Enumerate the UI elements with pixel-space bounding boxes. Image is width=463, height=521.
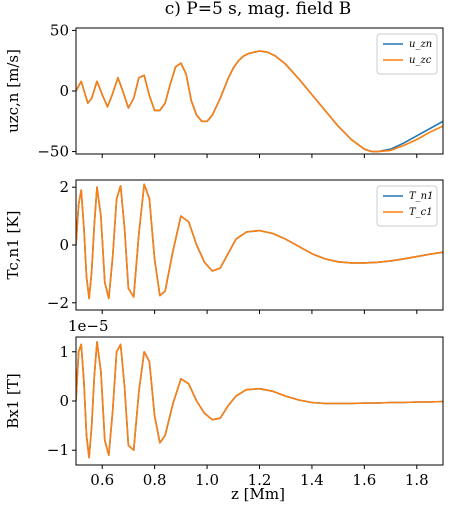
- magnetic-series-2-line: [76, 341, 443, 459]
- x-tick-label: 0.8: [143, 471, 167, 489]
- magnetic-y-tick-label: −1: [47, 441, 69, 459]
- velocity-legend-label: u_zc: [409, 55, 432, 66]
- temperature-legend-label: T_c1: [409, 207, 433, 218]
- temperature-y-tick-label: 0: [59, 236, 69, 254]
- velocity-y-tick-label: 50: [50, 21, 69, 39]
- velocity-y-tick-label: 0: [59, 82, 69, 100]
- velocity-series-2-line: [76, 50, 443, 153]
- temperature-panel: −2 0 2 Tc,n1 [K] T_n1 T_c1: [4, 178, 444, 314]
- velocity-legend-label: u_zn: [409, 39, 432, 50]
- velocity-panel: −50 0 50 uzc,n [m/s] u_zn u_zc: [4, 21, 444, 161]
- magnetic-y-axis-label: Bx1 [T]: [4, 373, 22, 429]
- temperature-series-2-line: [76, 183, 443, 300]
- temperature-y-tick-label: −2: [47, 294, 69, 312]
- temperature-y-tick-label: 2: [59, 178, 69, 196]
- x-tick-label: 1.8: [405, 471, 429, 489]
- temperature-legend: T_n1 T_c1: [376, 185, 438, 227]
- magnetic-y-tick-label: 1: [59, 343, 69, 361]
- x-tick-label: 1.2: [248, 471, 272, 489]
- magnetic-axes-frame: [75, 336, 444, 466]
- panels-group: −50 0 50 uzc,n [m/s] u_zn u_zc −2 0 2 Tc,n1 [K] T_…: [4, 21, 444, 489]
- velocity-legend: u_zn u_zc: [376, 33, 438, 75]
- magnetic-series-1-line: [76, 341, 443, 459]
- magnetic-y-tick-label: 0: [59, 392, 69, 410]
- velocity-y-tick-label: −50: [37, 143, 69, 161]
- x-tick-label: 1.0: [195, 471, 219, 489]
- x-tick-label: 1.6: [352, 471, 376, 489]
- temperature-legend-label: T_n1: [409, 191, 433, 202]
- velocity-y-axis-label: uzc,n [m/s]: [4, 49, 22, 133]
- x-tick-label: 0.6: [90, 471, 114, 489]
- temperature-y-axis-label: Tc,n1 [K]: [4, 211, 22, 280]
- figure-title: c) P=5 s, mag. field B: [165, 0, 352, 19]
- magnetic-panel: 0.6 0.8 1.0 1.2 1.4 1.6 1.8 −1 0 1 Bx1 [T] 1e−5: [4, 317, 444, 489]
- x-tick-label: 1.4: [300, 471, 324, 489]
- magnetic-offset-text: 1e−5: [68, 317, 109, 335]
- x-axis-label: z [Mm]: [231, 485, 285, 503]
